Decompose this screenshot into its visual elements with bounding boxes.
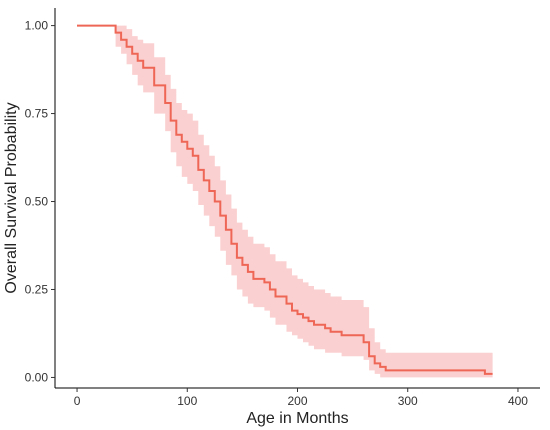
x-tick-label: 400 (508, 394, 528, 408)
x-axis-ticks: 0 100 200 300 400 (74, 388, 528, 408)
y-tick-label: 1.00 (25, 19, 49, 33)
x-axis-title: Age in Months (246, 410, 348, 427)
x-tick-label: 300 (398, 394, 418, 408)
x-tick-label: 0 (74, 394, 81, 408)
y-tick-label: 0.50 (25, 195, 49, 209)
x-tick-label: 200 (287, 394, 307, 408)
plot-area (77, 24, 493, 378)
y-axis-title: Overall Survival Probability (3, 102, 20, 293)
y-tick-label: 0.25 (25, 282, 49, 296)
confidence-band (77, 25, 493, 378)
y-tick-label: 0.75 (25, 107, 49, 121)
x-tick-label: 100 (177, 394, 197, 408)
survival-curve (77, 24, 493, 375)
y-axis-ticks: 0.00 0.25 0.50 0.75 1.00 (25, 19, 55, 384)
y-tick-label: 0.00 (25, 370, 49, 384)
